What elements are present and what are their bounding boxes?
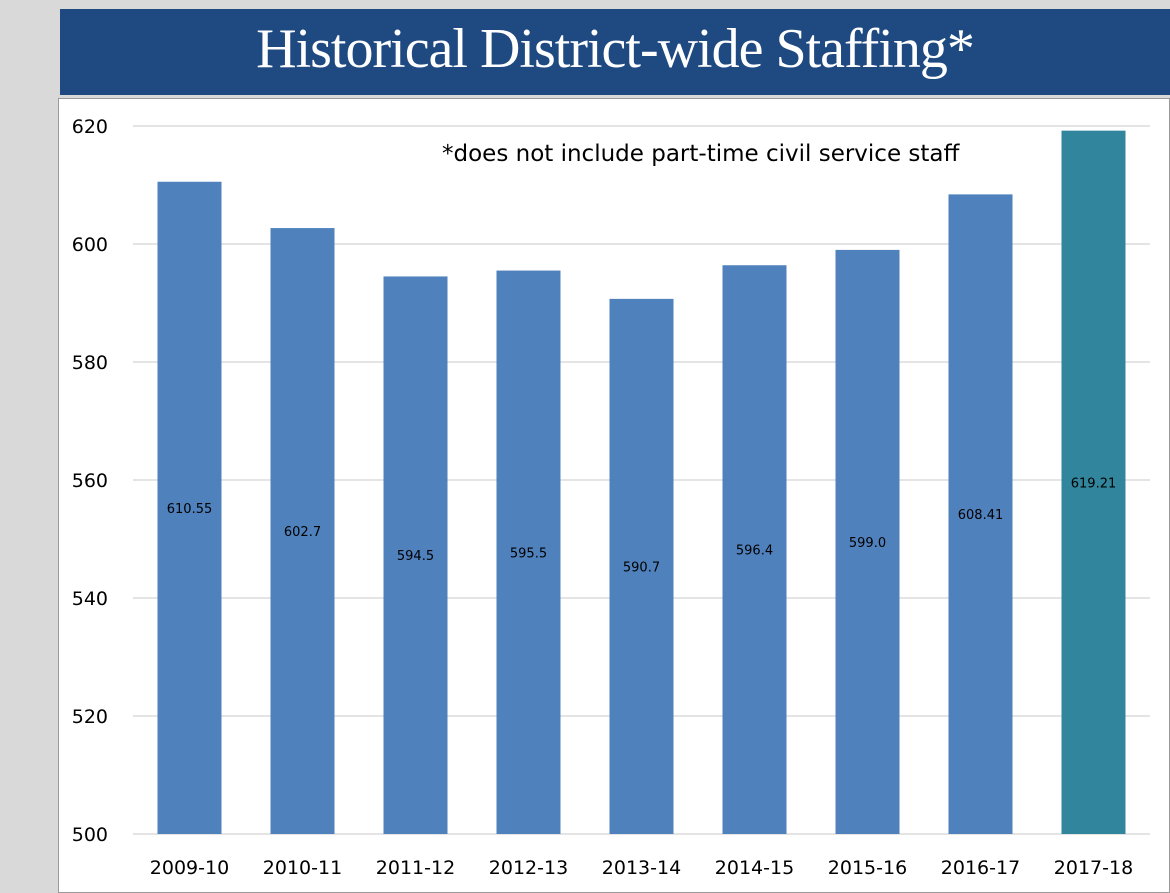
x-tick-label: 2011-12 bbox=[376, 857, 455, 879]
bar bbox=[383, 276, 448, 834]
y-tick-label: 560 bbox=[72, 470, 108, 492]
data-label: 608.41 bbox=[958, 508, 1004, 523]
bar bbox=[722, 265, 787, 834]
bar bbox=[496, 270, 561, 834]
x-tick-label: 2016-17 bbox=[941, 857, 1020, 879]
x-tick-label: 2009-10 bbox=[150, 857, 229, 879]
x-tick-label: 2013-14 bbox=[602, 857, 681, 879]
y-tick-label: 600 bbox=[72, 234, 108, 256]
data-label: 599.0 bbox=[849, 536, 886, 551]
data-label: 619.21 bbox=[1071, 476, 1117, 491]
x-tick-label: 2012-13 bbox=[489, 857, 568, 879]
bar bbox=[270, 228, 335, 834]
x-tick-label: 2014-15 bbox=[715, 857, 794, 879]
data-label: 595.5 bbox=[510, 546, 547, 561]
y-tick-label: 620 bbox=[72, 116, 108, 138]
bar bbox=[948, 194, 1013, 835]
y-tick-label: 540 bbox=[72, 588, 108, 610]
data-label: 594.5 bbox=[397, 549, 434, 564]
bar bbox=[1061, 130, 1126, 834]
data-label: 602.7 bbox=[284, 525, 321, 540]
chart-title: Historical District-wide Staffing* bbox=[256, 18, 975, 80]
bar bbox=[609, 298, 674, 834]
y-tick-label: 500 bbox=[72, 824, 108, 846]
x-tick-label: 2015-16 bbox=[828, 857, 907, 879]
chart-footnote: *does not include part-time civil servic… bbox=[442, 141, 960, 167]
data-label: 610.55 bbox=[167, 502, 213, 517]
x-tick-label: 2010-11 bbox=[263, 857, 342, 879]
data-label: 596.4 bbox=[736, 544, 773, 559]
data-label: 590.7 bbox=[623, 560, 660, 575]
bar bbox=[157, 181, 222, 834]
y-tick-label: 520 bbox=[72, 706, 108, 728]
x-tick-label: 2017-18 bbox=[1054, 857, 1133, 879]
title-banner: Historical District-wide Staffing* bbox=[60, 9, 1170, 95]
bar bbox=[835, 249, 900, 834]
y-tick-label: 580 bbox=[72, 352, 108, 374]
